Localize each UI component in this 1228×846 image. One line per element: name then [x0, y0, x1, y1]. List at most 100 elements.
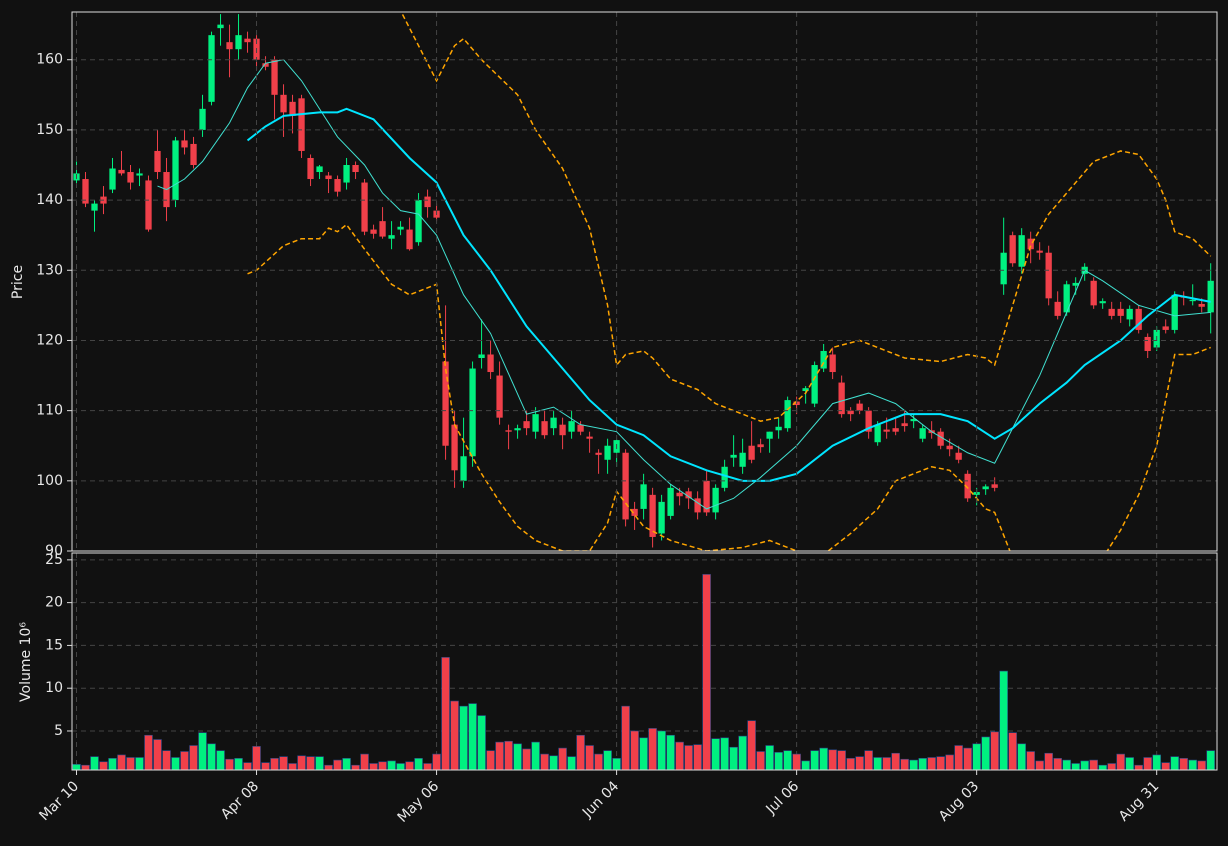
- candle-body: [1045, 252, 1052, 299]
- candle-body: [118, 169, 125, 174]
- volume-bar: [1152, 754, 1161, 771]
- volume-frame: [71, 552, 1218, 771]
- candle-body: [1027, 238, 1034, 250]
- volume-bar: [936, 756, 945, 771]
- volume-bar: [360, 753, 369, 771]
- candle-body: [505, 430, 512, 432]
- candle-body: [586, 436, 593, 439]
- candle-body: [811, 365, 818, 404]
- y-tick-label: 5: [54, 723, 63, 739]
- volume-axis-label: Volume 10⁶: [18, 622, 34, 702]
- volume-bar: [1170, 756, 1179, 771]
- candle-body: [478, 354, 485, 358]
- candle-body: [289, 101, 296, 116]
- volume-bar: [351, 764, 360, 771]
- volume-bar: [207, 743, 216, 771]
- candle-body: [271, 59, 278, 95]
- candle-body: [703, 480, 710, 513]
- volume-bar: [684, 745, 693, 771]
- candle-body: [127, 172, 134, 183]
- volume-bar: [855, 756, 864, 771]
- volume-bar: [747, 720, 756, 771]
- volume-bar: [153, 739, 162, 771]
- volume-bar: [702, 574, 711, 771]
- candle-body: [802, 388, 809, 391]
- volume-bar: [324, 764, 333, 771]
- candle-body: [334, 179, 341, 192]
- candle-body: [145, 180, 152, 230]
- candle-body: [82, 179, 89, 204]
- candle-body: [208, 35, 215, 102]
- volume-bar: [486, 750, 495, 771]
- volume-bar: [639, 737, 648, 771]
- candle-body: [847, 410, 854, 415]
- candle-body: [982, 486, 989, 490]
- volume-bar: [945, 754, 954, 771]
- candle-body: [262, 63, 269, 67]
- candle-body: [1189, 299, 1196, 302]
- candle-body: [379, 221, 386, 237]
- volume-bar: [171, 757, 180, 771]
- candle-body: [469, 368, 476, 457]
- volume-bar: [162, 750, 171, 771]
- volume-bar: [216, 750, 225, 771]
- candle-body: [1126, 308, 1133, 320]
- volume-bar: [648, 728, 657, 771]
- candle-body: [748, 445, 755, 460]
- candle-body: [1135, 308, 1142, 330]
- volume-bar: [90, 756, 99, 771]
- candle-body: [685, 491, 692, 499]
- candle-body: [370, 229, 377, 234]
- candle-body: [1144, 336, 1151, 351]
- volume-bar: [261, 762, 270, 771]
- candle-body: [1090, 280, 1097, 306]
- candle-body: [541, 421, 548, 436]
- volume-bar: [693, 744, 702, 771]
- indicator-line: [400, 12, 1212, 422]
- candle-body: [730, 454, 737, 458]
- volume-bar: [540, 753, 549, 771]
- candle-body: [1018, 235, 1025, 267]
- volume-bar: [513, 743, 522, 771]
- volume-bar: [1026, 751, 1035, 771]
- volume-bar: [135, 757, 144, 771]
- volume-bar: [783, 750, 792, 771]
- candle-body: [829, 354, 836, 373]
- volume-bar: [567, 756, 576, 771]
- volume-bar: [1035, 760, 1044, 771]
- volume-bar: [1206, 750, 1215, 771]
- y-tick-label: 20: [45, 595, 63, 611]
- candle-body: [316, 166, 323, 173]
- volume-bar: [963, 747, 972, 771]
- candle-body: [532, 414, 539, 432]
- candle-body: [694, 498, 701, 513]
- volume-bar: [342, 758, 351, 771]
- volume-bar: [891, 752, 900, 771]
- volume-bar: [432, 753, 441, 771]
- volume-bar: [909, 759, 918, 771]
- volume-bar: [819, 747, 828, 771]
- candle-body: [991, 484, 998, 488]
- volume-bar: [423, 763, 432, 771]
- volume-bar: [459, 705, 468, 771]
- volume-bar: [1107, 763, 1116, 771]
- candle-body: [919, 428, 926, 439]
- volume-bar: [1089, 759, 1098, 771]
- candle-body: [280, 94, 287, 113]
- candle-body: [964, 473, 971, 499]
- volume-bar: [666, 734, 675, 771]
- candle-body: [1207, 280, 1214, 313]
- candle-body: [883, 429, 890, 432]
- volume-bar: [873, 757, 882, 771]
- volume-bar: [1080, 760, 1089, 771]
- volume-bar: [774, 752, 783, 771]
- candle-body: [487, 354, 494, 373]
- y-tick-label: 100: [36, 473, 63, 489]
- volume-bar: [999, 670, 1008, 771]
- volume-bar: [657, 730, 666, 771]
- candle-body: [631, 508, 638, 516]
- candle-body: [946, 445, 953, 450]
- candle-body: [757, 444, 764, 448]
- volume-bar: [918, 758, 927, 771]
